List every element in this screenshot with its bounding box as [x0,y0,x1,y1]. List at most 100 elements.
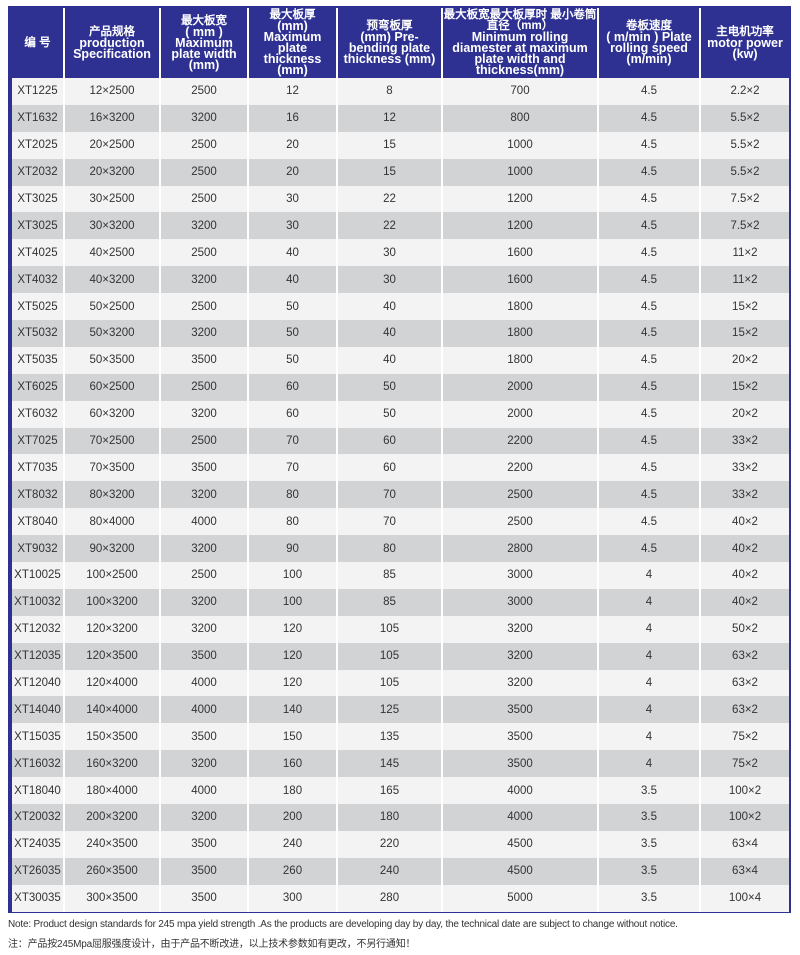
spec-table-frame: 编 号产品规格 production Specification 最大板宽( mm … [8,6,791,913]
table-row: XT4032 40×3200 3200 40 30 1600 4.5 11×2 [12,266,789,294]
cell-rolling-speed: 3.5 [597,857,700,885]
cell-max-plate-thickness: 30 [247,212,337,240]
cell-pre-bending-thickness: 135 [336,723,442,751]
cell-max-plate-width: 4000 [159,669,248,697]
cell-model: XT12032 [12,615,64,643]
cell-max-plate-width: 3500 [159,830,248,858]
cell-pre-bending-thickness: 15 [336,131,442,159]
cell-specification: 120×4000 [63,669,160,697]
cell-min-rolling-diameter: 2000 [441,373,598,401]
table-header-row: 编 号产品规格 production Specification 最大板宽( mm … [12,8,789,78]
cell-specification: 60×2500 [63,373,160,401]
cell-specification: 160×3200 [63,750,160,778]
cell-specification: 20×2500 [63,131,160,159]
table-row: XT10032 100×3200 3200 100 85 3000 4 40×2 [12,588,789,616]
cell-rolling-speed: 4 [597,723,700,751]
cell-specification: 60×3200 [63,400,160,428]
header-model: 编 号 [12,8,64,78]
cell-motor-power: 20×2 [699,400,789,428]
cell-motor-power: 33×2 [699,481,789,509]
cell-model: XT9032 [12,535,64,563]
cell-pre-bending-thickness: 22 [336,212,442,240]
cell-min-rolling-diameter: 2200 [441,454,598,482]
cell-pre-bending-thickness: 240 [336,857,442,885]
cell-max-plate-width: 2500 [159,239,248,267]
cell-max-plate-thickness: 50 [247,293,337,321]
cell-max-plate-thickness: 160 [247,750,337,778]
header-zh: 最大板宽 [181,14,227,27]
cell-motor-power: 15×2 [699,320,789,347]
cell-model: XT7025 [12,427,64,455]
header-en: production Specification [73,35,151,61]
cell-motor-power: 33×2 [699,454,789,482]
table-row: XT2025 20×2500 2500 20 15 1000 4.5 5.5×2 [12,131,789,159]
cell-motor-power: 75×2 [699,750,789,778]
cell-max-plate-thickness: 60 [247,400,337,428]
cell-rolling-speed: 4.5 [597,104,700,132]
cell-pre-bending-thickness: 85 [336,588,442,616]
cell-max-plate-thickness: 90 [247,535,337,563]
table-row: XT2032 20×3200 2500 20 15 1000 4.5 5.5×2 [12,158,789,186]
cell-max-plate-thickness: 50 [247,346,337,374]
cell-max-plate-width: 3500 [159,857,248,885]
cell-max-plate-thickness: 60 [247,373,337,401]
cell-motor-power: 5.5×2 [699,104,789,132]
cell-motor-power: 40×2 [699,588,789,616]
cell-pre-bending-thickness: 180 [336,804,442,831]
table-row: XT5025 50×2500 2500 50 40 1800 4.5 15×2 [12,293,789,321]
cell-model: XT16032 [12,750,64,778]
cell-motor-power: 11×2 [699,239,789,267]
header-zh: 主电机功率 [716,25,774,38]
header-zh: 编 号 [24,36,51,49]
table-row: XT26035 260×3500 3500 260 240 4500 3.5 63×4 [12,857,789,885]
cell-min-rolling-diameter: 3500 [441,696,598,724]
cell-specification: 120×3200 [63,615,160,643]
cell-pre-bending-thickness: 165 [336,777,442,805]
table-row: XT12035 120×3500 3500 120 105 3200 4 63×2 [12,642,789,670]
cell-specification: 80×4000 [63,508,160,536]
header-min-rolling-diameter: 最大板宽最大板厚时 最小卷筒直径（mm） Minimum rolling diam… [441,8,598,78]
cell-model: XT15035 [12,723,64,751]
cell-pre-bending-thickness: 40 [336,320,442,347]
cell-pre-bending-thickness: 15 [336,158,442,186]
cell-min-rolling-diameter: 1600 [441,239,598,267]
cell-max-plate-width: 3200 [159,400,248,428]
cell-max-plate-thickness: 180 [247,777,337,805]
cell-min-rolling-diameter: 4500 [441,857,598,885]
cell-max-plate-thickness: 30 [247,185,337,213]
cell-max-plate-thickness: 200 [247,804,337,831]
cell-max-plate-thickness: 240 [247,830,337,858]
cell-rolling-speed: 4.5 [597,320,700,347]
cell-motor-power: 63×4 [699,857,789,885]
cell-motor-power: 63×4 [699,830,789,858]
cell-max-plate-thickness: 100 [247,588,337,616]
cell-motor-power: 20×2 [699,346,789,374]
cell-max-plate-width: 3500 [159,723,248,751]
table-row: XT14040 140×4000 4000 140 125 3500 4 63×2 [12,696,789,724]
cell-rolling-speed: 4 [597,642,700,670]
cell-max-plate-thickness: 80 [247,508,337,536]
header-zh: 卷板速度 [626,20,672,32]
table-row: XT3025 30×3200 3200 30 22 1200 4.5 7.5×2 [12,212,789,240]
table-row: XT16032 160×3200 3200 160 145 3500 4 75×2 [12,750,789,778]
cell-max-plate-width: 3200 [159,615,248,643]
cell-max-plate-width: 3500 [159,454,248,482]
cell-specification: 50×3500 [63,346,160,374]
cell-specification: 300×3500 [63,884,160,912]
header-en: Minimum rolling diamester at maximum pla… [452,30,588,77]
cell-model: XT6032 [12,400,64,428]
cell-rolling-speed: 3.5 [597,777,700,805]
cell-min-rolling-diameter: 3200 [441,642,598,670]
cell-specification: 180×4000 [63,777,160,805]
header-en: ( mm ) Maximum plate width (mm) [171,24,237,72]
cell-min-rolling-diameter: 800 [441,104,598,132]
cell-rolling-speed: 4.5 [597,508,700,536]
cell-rolling-speed: 3.5 [597,804,700,831]
cell-specification: 200×3200 [63,804,160,831]
cell-max-plate-width: 3500 [159,884,248,912]
cell-rolling-speed: 4.5 [597,400,700,428]
cell-min-rolling-diameter: 3000 [441,562,598,589]
cell-min-rolling-diameter: 2800 [441,535,598,563]
cell-min-rolling-diameter: 2500 [441,508,598,536]
cell-rolling-speed: 4.5 [597,427,700,455]
